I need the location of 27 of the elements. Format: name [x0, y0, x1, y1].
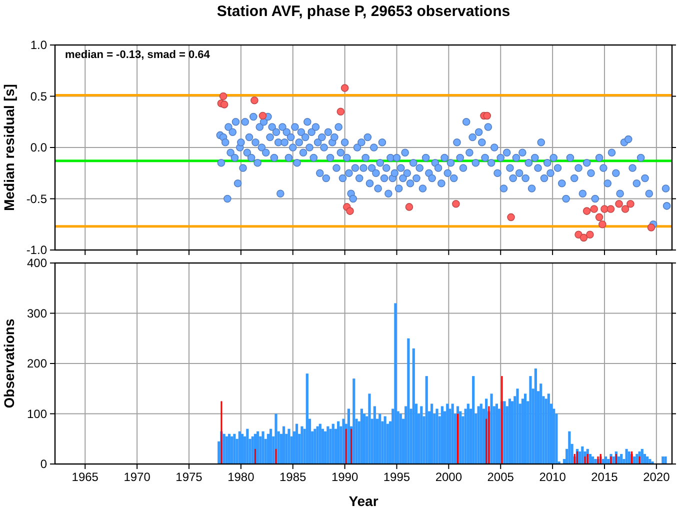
y-tick-label: -1.0	[26, 243, 48, 257]
x-tick-label: 1990	[331, 470, 358, 484]
x-tick-label: 1970	[124, 470, 151, 484]
x-tick-label: 1975	[176, 470, 203, 484]
x-tick-label: 2020	[643, 470, 670, 484]
chart-title: Station AVF, phase P, 29653 observations	[216, 3, 510, 20]
y-tick-label: 400	[26, 256, 48, 270]
y-tick-label: 0	[40, 457, 48, 471]
annotation: median = -0.13, smad = 0.64	[65, 49, 211, 61]
y-tick-label: -0.5	[26, 192, 48, 206]
x-tick-label: 2015	[591, 470, 618, 484]
y-tick-label: 0.0	[30, 140, 48, 154]
y-tick-label: 1.0	[30, 38, 48, 52]
x-tick-label: 2000	[435, 470, 462, 484]
y-tick-label: 300	[26, 306, 48, 320]
y-tick-label: 200	[26, 356, 48, 370]
y-axis-title: Observations	[1, 318, 17, 408]
y-axis-title: Median residual [s]	[1, 84, 17, 211]
x-tick-label: 1995	[383, 470, 410, 484]
y-tick-label: 0.5	[30, 89, 48, 104]
y-tick-label: 100	[26, 406, 48, 421]
x-tick-label: 2010	[539, 470, 566, 484]
x-tick-label: 1985	[280, 470, 307, 484]
x-tick-label: 1965	[72, 470, 99, 484]
x-tick-label: 1980	[228, 470, 255, 484]
x-axis-title: Year	[348, 493, 379, 509]
x-tick-label: 2005	[487, 470, 514, 484]
